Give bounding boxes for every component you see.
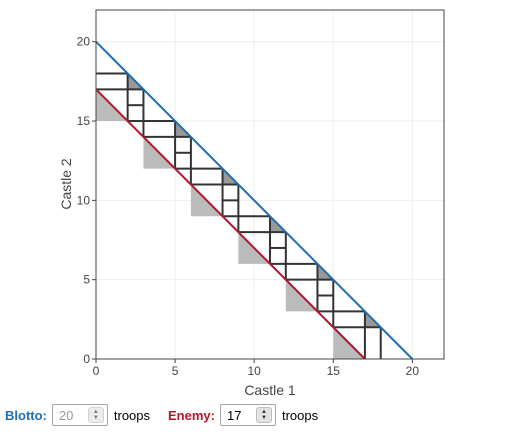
blotto-troops-input[interactable]: 20 ▲ ▼ (51, 404, 108, 426)
troop-controls: Blotto: 20 ▲ ▼ troops Enemy: 17 ▲ ▼ troops (5, 403, 336, 427)
staircase-lines (96, 72, 382, 359)
blotto-stepper-arrows-icon[interactable]: ▲ ▼ (87, 407, 104, 423)
x-tick-label: 20 (406, 364, 420, 378)
budget-lines (95, 41, 414, 360)
y-tick-label: 20 (77, 35, 91, 49)
x-tick-label: 15 (327, 364, 341, 378)
enemy-troops-input[interactable]: 17 ▲ ▼ (219, 404, 276, 426)
plot-frame (95, 9, 445, 360)
axes (92, 9, 445, 363)
blotto-troops-value: 20 (58, 407, 74, 423)
x-tick-label: 5 (172, 364, 179, 378)
blotto-chart: 0 5 10 15 20 0 5 10 15 20 Castle 1 Castle 2 (58, 9, 445, 398)
blotto-unit: troops (113, 407, 151, 423)
blotto-budget-line (95, 41, 414, 360)
y-axis-title: Castle 2 (58, 158, 74, 210)
blotto-label: Blotto: (5, 407, 47, 423)
x-axis-title: Castle 1 (244, 382, 296, 398)
y-tick-label: 10 (77, 193, 91, 207)
tick-labels: 0 5 10 15 20 0 5 10 15 20 (77, 35, 420, 378)
x-tick-label: 10 (248, 364, 262, 378)
y-tick-label: 5 (83, 273, 90, 287)
enemy-stepper-arrows-icon[interactable]: ▲ ▼ (255, 407, 272, 423)
gridlines (95, 10, 444, 360)
x-tick-label: 0 (93, 364, 100, 378)
enemy-troops-value: 17 (226, 407, 242, 423)
enemy-budget-line (95, 88, 366, 360)
y-tick-label: 15 (77, 114, 91, 128)
enemy-unit: troops (281, 407, 319, 423)
y-tick-label: 0 (83, 352, 90, 366)
enemy-label: Enemy: (168, 407, 215, 423)
